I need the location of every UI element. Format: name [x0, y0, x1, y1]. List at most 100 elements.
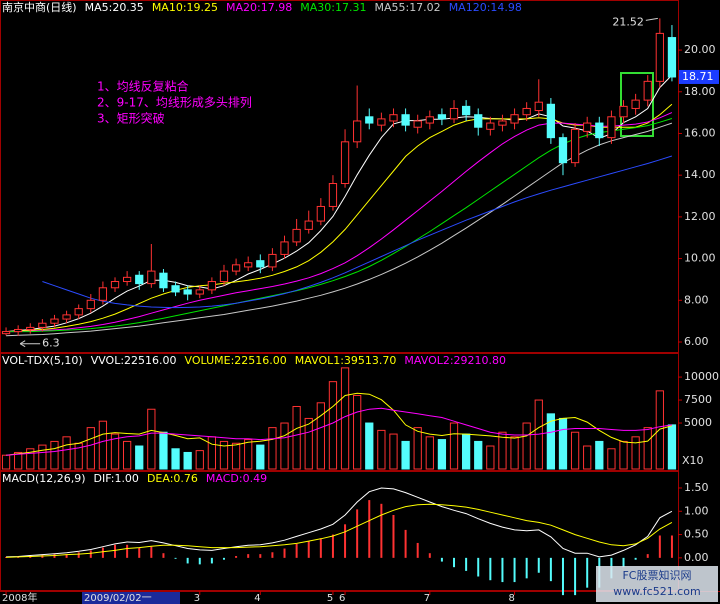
candle-body: [413, 120, 422, 128]
volume-average-line: [6, 392, 673, 456]
volume-bar: [62, 436, 71, 470]
header-item: MA5:20.35: [85, 1, 144, 14]
candle-body: [50, 318, 59, 324]
candle-body: [595, 122, 604, 139]
candle-body: [183, 289, 192, 295]
candle-body: [316, 205, 325, 222]
header-item: 南京中商(日线): [2, 0, 77, 14]
candle-body: [62, 314, 71, 320]
volume-bar: [86, 427, 95, 470]
y-tick-label: 1.00: [684, 504, 709, 517]
volume-bar: [135, 445, 144, 470]
panel-header: VOL-TDX(5,10) VVOL:22516.00 VOLUME:22516.0…: [2, 354, 506, 367]
y-tick-label: 6.00: [684, 335, 709, 348]
volume-bar: [558, 417, 568, 470]
cursor-date: 2009/02/02一: [84, 593, 152, 604]
candle-body: [74, 308, 83, 316]
x-tick-label: 6: [339, 593, 345, 604]
high-pointer: [645, 17, 658, 21]
header-item: MACD:0.49: [206, 472, 267, 485]
header-item: VOLUME:22516.00: [185, 354, 287, 367]
cursor-date-box: [82, 592, 180, 604]
macd-line: [6, 503, 673, 558]
candle-body: [546, 103, 556, 139]
volume-bar: [26, 448, 35, 470]
volume-bar: [486, 445, 495, 470]
volume-bar: [268, 427, 277, 470]
volume-bar: [595, 440, 604, 470]
candle-body: [498, 120, 507, 126]
macd-panel-frame: [0, 471, 679, 591]
price-panel-frame: [0, 0, 679, 353]
candle-body: [643, 80, 652, 101]
candle-body: [655, 32, 664, 82]
x-tick-label: 4: [254, 593, 260, 604]
volume-bar: [1, 454, 11, 470]
candle-body: [328, 183, 338, 207]
candle-body: [268, 253, 277, 268]
candle-body: [401, 114, 410, 126]
volume-bar: [353, 394, 362, 470]
volume-bar: [522, 422, 531, 470]
candle-body: [195, 289, 204, 295]
y-tick-label: 12.00: [684, 210, 716, 223]
volume-bar: [449, 422, 459, 470]
header-item: VOL-TDX(5,10): [2, 354, 83, 367]
volume-bar: [14, 451, 23, 470]
candle-body: [667, 37, 677, 78]
volume-bar: [231, 442, 241, 470]
candle-body: [534, 101, 543, 112]
annotation: 2、9-17、均线形成多头排列: [97, 96, 252, 110]
y-tick-label: 10000: [684, 370, 719, 383]
candle-body: [449, 107, 459, 120]
volume-bar: [389, 433, 398, 470]
unit-label: X10: [682, 454, 704, 467]
candle-body: [14, 328, 23, 333]
candle-body: [583, 122, 592, 132]
candle-body: [619, 105, 628, 118]
candle-body: [219, 270, 229, 283]
volume-bar: [401, 440, 410, 470]
candle-body: [631, 99, 640, 109]
candle-body: [98, 287, 108, 301]
watermark-title: FC股票知识网: [622, 568, 691, 582]
volume-bar: [413, 427, 422, 470]
volume-bar: [643, 427, 652, 470]
low-label: 6.3: [42, 337, 60, 350]
candle-body: [159, 272, 168, 289]
candle-body: [171, 285, 180, 293]
panel-header: 南京中商(日线) MA5:20.35 MA10:19.25 MA20:17.98 MA3…: [2, 0, 522, 14]
candle-body: [207, 281, 217, 291]
candle-body: [292, 228, 301, 243]
volume-bar: [328, 381, 338, 470]
header-item: MA30:17.31: [300, 1, 366, 14]
volume-bar: [207, 436, 217, 470]
candle-body: [486, 122, 495, 130]
volume-bar: [280, 422, 289, 470]
x-tick-label: 7: [424, 593, 430, 604]
y-tick-label: 5000: [684, 416, 712, 429]
volume-bar: [546, 413, 556, 470]
candle-body: [147, 270, 156, 285]
candle-body: [353, 120, 362, 143]
candle-body: [570, 128, 580, 164]
header-item: VVOL:22516.00: [91, 354, 177, 367]
header-item: MA55:17.02: [374, 1, 440, 14]
volume-bar: [631, 436, 640, 470]
header-item: MAVOL2:29210.80: [404, 354, 506, 367]
volume-bar: [256, 444, 265, 470]
volume-bar: [570, 431, 580, 470]
header-item: DIF:1.00: [94, 472, 139, 485]
annotation: 1、均线反复粘合: [97, 79, 189, 94]
volume-bar: [461, 433, 471, 470]
candle-body: [122, 276, 132, 283]
y-tick-label: 1.50: [684, 481, 709, 494]
moving-average-line: [42, 155, 673, 309]
candle-body: [244, 262, 253, 268]
volume-bar: [219, 440, 229, 470]
volume-bar: [377, 429, 386, 470]
candle-body: [437, 114, 447, 120]
x-tick-label: 2008年: [2, 591, 37, 604]
